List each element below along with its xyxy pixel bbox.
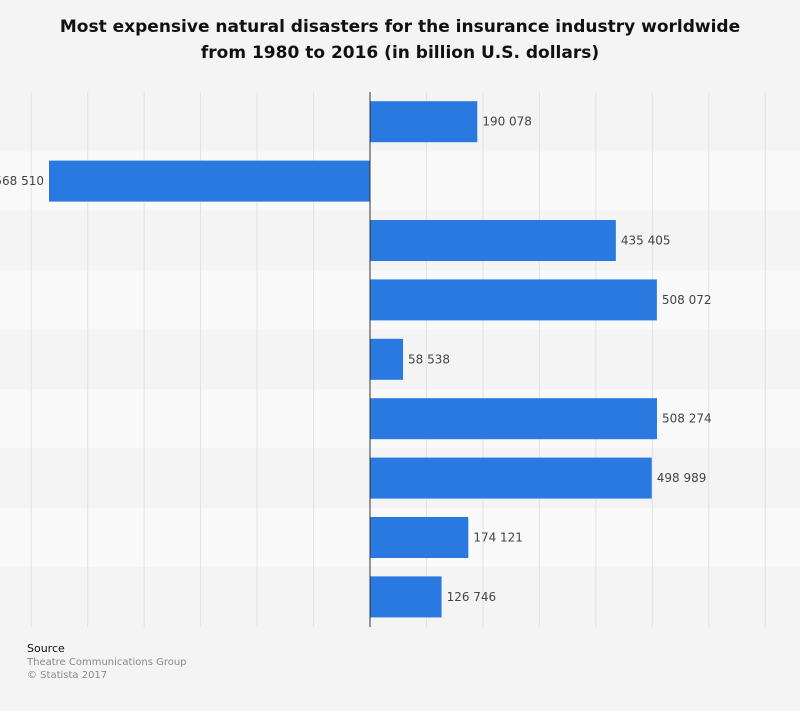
bar — [370, 517, 469, 558]
chart-title: Most expensive natural disasters for the… — [0, 14, 800, 66]
bar — [370, 398, 657, 440]
bar — [370, 576, 442, 618]
data-label: 498 989 — [657, 471, 707, 485]
bar — [370, 457, 652, 499]
data-label: 126 746 — [447, 590, 497, 604]
data-label: 58 538 — [408, 352, 450, 366]
data-label: 190 078 — [482, 115, 532, 129]
data-label: 568 510 — [0, 174, 44, 188]
chart-title-line-2: from 1980 to 2016 (in billion U.S. dolla… — [200, 43, 600, 63]
data-label: 435 405 — [621, 234, 671, 248]
source-text: Theatre Communications Group — [27, 657, 187, 668]
bar-chart: 190 078 568 510 435 405 508 072 58 538 508 27… — [0, 92, 766, 627]
chart-title-line-1: Most expensive natural disasters for the… — [59, 17, 741, 37]
bar — [370, 101, 478, 143]
data-label: 508 274 — [662, 412, 712, 426]
data-label: 508 072 — [662, 293, 712, 307]
source-heading: Source — [27, 642, 65, 655]
bars — [49, 101, 657, 618]
data-labels: 190 078 568 510 435 405 508 072 58 538 508 27… — [0, 115, 712, 604]
data-label: 174 121 — [473, 531, 523, 545]
bar — [49, 160, 370, 202]
copyright: © Statista 2017 — [27, 670, 108, 681]
footer: Source Theatre Communications Group © St… — [27, 642, 187, 682]
bar — [370, 279, 657, 321]
bar — [370, 338, 404, 380]
bar — [370, 220, 616, 261]
